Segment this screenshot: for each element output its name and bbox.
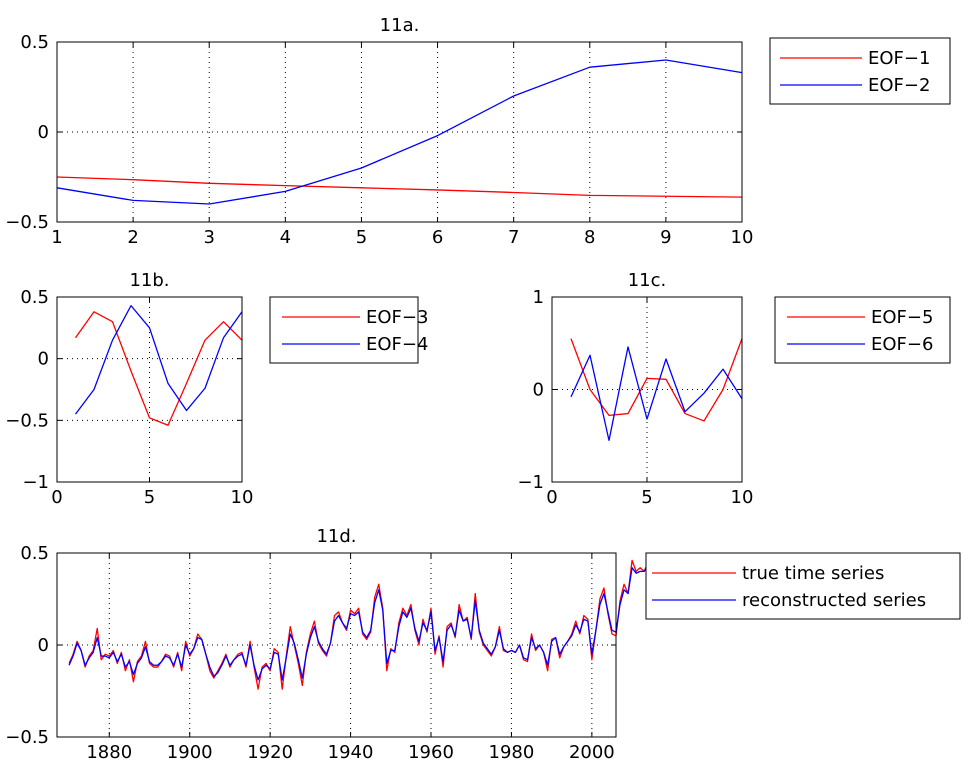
x-tick-label: 2 (127, 227, 138, 248)
x-tick-label: 6 (432, 227, 443, 248)
chart-title: 11c. (628, 270, 667, 291)
x-tick-label: 5 (356, 227, 367, 248)
legend: EOF−3 EOF−4 (269, 296, 428, 364)
legend-label-1: EOF−3 (366, 307, 428, 328)
y-tick-label: −0.5 (5, 727, 49, 748)
legend-box (645, 552, 961, 620)
x-tick-label: 1920 (247, 742, 293, 763)
legend-label-1: EOF−5 (871, 307, 933, 328)
legend-label-1: EOF−1 (868, 48, 930, 69)
y-tick-label: 0.5 (20, 287, 49, 308)
chart-11d: 1880 1900 1920 1940 1960 1980 2000 −0.5 0 0.5 11d.… (5, 526, 961, 763)
x-tick-label: 0 (51, 487, 62, 508)
x-tick-label: 0 (546, 487, 557, 508)
x-tick-label: 1 (51, 227, 62, 248)
y-tick-label: −1 (517, 472, 544, 493)
y-tick-label: −1 (22, 472, 49, 493)
legend-box (769, 37, 951, 105)
chart-title: 11d. (316, 526, 356, 547)
x-tick-label: 1880 (86, 742, 132, 763)
series-line-2 (56, 59, 743, 205)
y-tick-label: 0 (38, 122, 49, 143)
legend-label-2: reconstructed series (742, 590, 926, 611)
series-line-2 (74, 304, 243, 415)
x-tick-label: 8 (584, 227, 595, 248)
series-line-1 (74, 311, 243, 426)
x-tick-label: 9 (660, 227, 671, 248)
y-tick-label: −0.5 (5, 212, 49, 233)
series-line-1 (570, 338, 743, 422)
y-tick-label: 0 (38, 635, 49, 656)
chart-title: 11b. (129, 270, 169, 291)
plot-area (57, 42, 742, 222)
legend-label-2: EOF−4 (366, 334, 428, 355)
legend-box (774, 296, 951, 364)
y-tick-label: 0 (533, 380, 544, 401)
legend: true time series reconstructed series (645, 552, 961, 620)
x-tick-label: 1940 (328, 742, 374, 763)
x-tick-label: 1960 (408, 742, 454, 763)
x-tick-label: 10 (731, 487, 754, 508)
y-tick-label: 0 (38, 349, 49, 370)
legend: EOF−1 EOF−2 (769, 37, 951, 105)
legend-label-2: EOF−6 (871, 334, 933, 355)
y-tick-label: 0.5 (20, 32, 49, 53)
y-tick-label: 1 (533, 287, 544, 308)
x-tick-label: 1900 (167, 742, 213, 763)
x-tick-label: 4 (280, 227, 291, 248)
chart-11b: 0 5 10 −1 −0.5 0 0.5 11b. EOF−3 EOF−4 (5, 270, 428, 508)
legend-box (269, 296, 419, 364)
y-tick-label: 0.5 (20, 543, 49, 564)
series-line-2 (68, 561, 657, 681)
x-tick-label: 7 (508, 227, 519, 248)
legend-label-2: EOF−2 (868, 75, 930, 96)
series-line-1 (56, 176, 743, 198)
x-tick-label: 2000 (569, 742, 615, 763)
x-tick-label: 10 (731, 227, 754, 248)
y-tick-label: −0.5 (5, 410, 49, 431)
x-tick-label: 10 (231, 487, 254, 508)
x-tick-label: 3 (203, 227, 214, 248)
x-tick-label: 1980 (489, 742, 535, 763)
series-line-2 (570, 346, 743, 442)
chart-title: 11a. (380, 15, 420, 36)
legend: EOF−5 EOF−6 (774, 296, 951, 364)
x-tick-label: 5 (144, 487, 155, 508)
chart-11a: 1 2 3 4 5 6 7 8 9 10 −0.5 0 0.5 11a. EOF−1 EOF−2 (5, 15, 951, 248)
x-tick-label: 5 (641, 487, 652, 508)
legend-label-1: true time series (742, 563, 884, 584)
